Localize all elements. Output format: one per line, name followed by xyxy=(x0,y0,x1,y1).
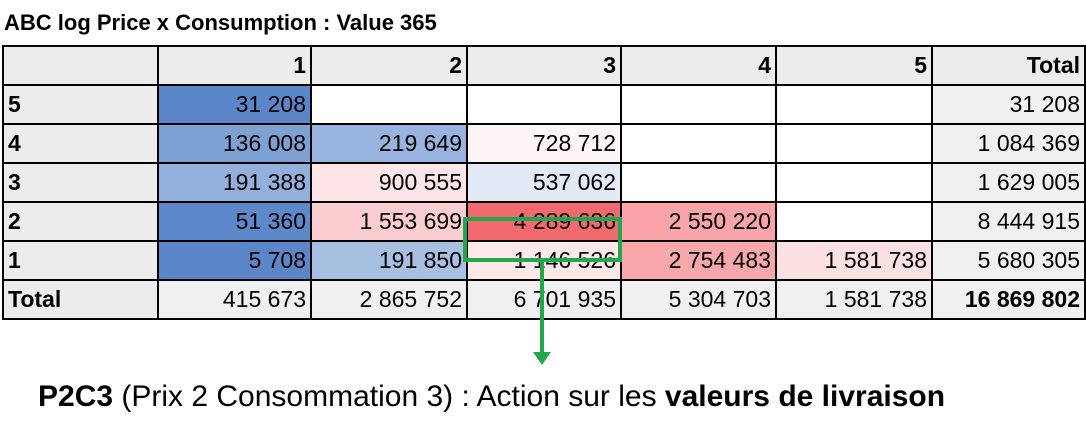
caption: P2C3 (Prix 2 Consommation 3) : Action su… xyxy=(38,380,945,414)
column-header: 2 xyxy=(310,45,468,86)
table-cell: 4 289 636 xyxy=(466,201,622,242)
total-cell: 1 581 738 xyxy=(775,279,933,320)
table-row: 4 136 008 219 649 728 712 1 084 369 xyxy=(2,123,1086,164)
row-header: 2 xyxy=(2,201,159,242)
table-cell: 136 008 xyxy=(157,123,312,164)
total-cell: 5 304 703 xyxy=(620,279,777,320)
column-header: Total xyxy=(931,45,1086,86)
row-header: Total xyxy=(2,279,159,320)
table-cell: 1 553 699 xyxy=(310,201,468,242)
total-cell: 1 629 005 xyxy=(931,162,1086,203)
column-header: 1 xyxy=(157,45,312,86)
table-cell xyxy=(620,84,777,125)
caption-emphasis: valeurs de livraison xyxy=(664,380,946,413)
arrow-line xyxy=(540,262,544,354)
row-header: 3 xyxy=(2,162,159,203)
caption-middle: (Prix 2 Consommation 3) : Action sur les xyxy=(113,380,665,413)
table-cell xyxy=(620,162,777,203)
table-cell xyxy=(620,123,777,164)
table-cell xyxy=(310,84,468,125)
column-header: 4 xyxy=(620,45,777,86)
total-row: Total 415 673 2 865 752 6 701 935 5 304 703 1… xyxy=(2,279,1086,320)
table-cell: 1 581 738 xyxy=(775,240,933,281)
total-cell: 415 673 xyxy=(157,279,312,320)
table-cell: 1 146 526 xyxy=(466,240,622,281)
table-cell xyxy=(775,201,933,242)
caption-code: P2C3 xyxy=(38,380,114,413)
table-cell xyxy=(775,123,933,164)
table-header-row: 1 2 3 4 5 Total xyxy=(2,45,1086,86)
table-row: 2 51 360 1 553 699 4 289 636 2 550 220 8 444 … xyxy=(2,201,1086,242)
arrow-head-icon xyxy=(533,352,551,365)
table-row: 5 31 208 31 208 xyxy=(2,84,1086,125)
corner-cell xyxy=(2,45,159,86)
table-cell: 191 388 xyxy=(157,162,312,203)
row-header: 5 xyxy=(2,84,159,125)
table-cell: 5 708 xyxy=(157,240,312,281)
row-header: 4 xyxy=(2,123,159,164)
table-cell: 537 062 xyxy=(466,162,622,203)
table-cell: 191 850 xyxy=(310,240,468,281)
table-row: 3 191 388 900 555 537 062 1 629 005 xyxy=(2,162,1086,203)
table-cell xyxy=(775,84,933,125)
total-cell: 31 208 xyxy=(931,84,1086,125)
row-header: 1 xyxy=(2,240,159,281)
price-consumption-table: 1 2 3 4 5 Total 5 31 208 31 208 4 136 008 219 649 72… xyxy=(2,45,1086,320)
column-header: 3 xyxy=(466,45,622,86)
column-header: 5 xyxy=(775,45,933,86)
total-cell: 5 680 305 xyxy=(931,240,1086,281)
table-cell xyxy=(775,162,933,203)
chart-title: ABC log Price x Consumption : Value 365 xyxy=(4,10,437,35)
table-cell: 31 208 xyxy=(157,84,312,125)
table-cell: 728 712 xyxy=(466,123,622,164)
table-cell: 2 550 220 xyxy=(620,201,777,242)
table-cell: 900 555 xyxy=(310,162,468,203)
total-cell: 6 701 935 xyxy=(466,279,622,320)
table-cell: 2 754 483 xyxy=(620,240,777,281)
total-cell: 1 084 369 xyxy=(931,123,1086,164)
table-cell: 51 360 xyxy=(157,201,312,242)
total-cell: 16 869 802 xyxy=(931,279,1086,320)
table-cell xyxy=(466,84,622,125)
total-cell: 8 444 915 xyxy=(931,201,1086,242)
table-cell: 219 649 xyxy=(310,123,468,164)
total-cell: 2 865 752 xyxy=(310,279,468,320)
